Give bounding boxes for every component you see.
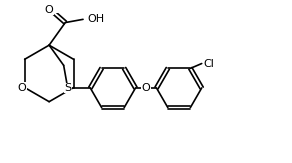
Text: O: O (142, 83, 150, 93)
Text: OH: OH (87, 14, 104, 24)
Text: O: O (45, 5, 53, 15)
Text: S: S (64, 83, 71, 93)
Text: O: O (18, 82, 27, 93)
Text: Cl: Cl (203, 59, 214, 68)
